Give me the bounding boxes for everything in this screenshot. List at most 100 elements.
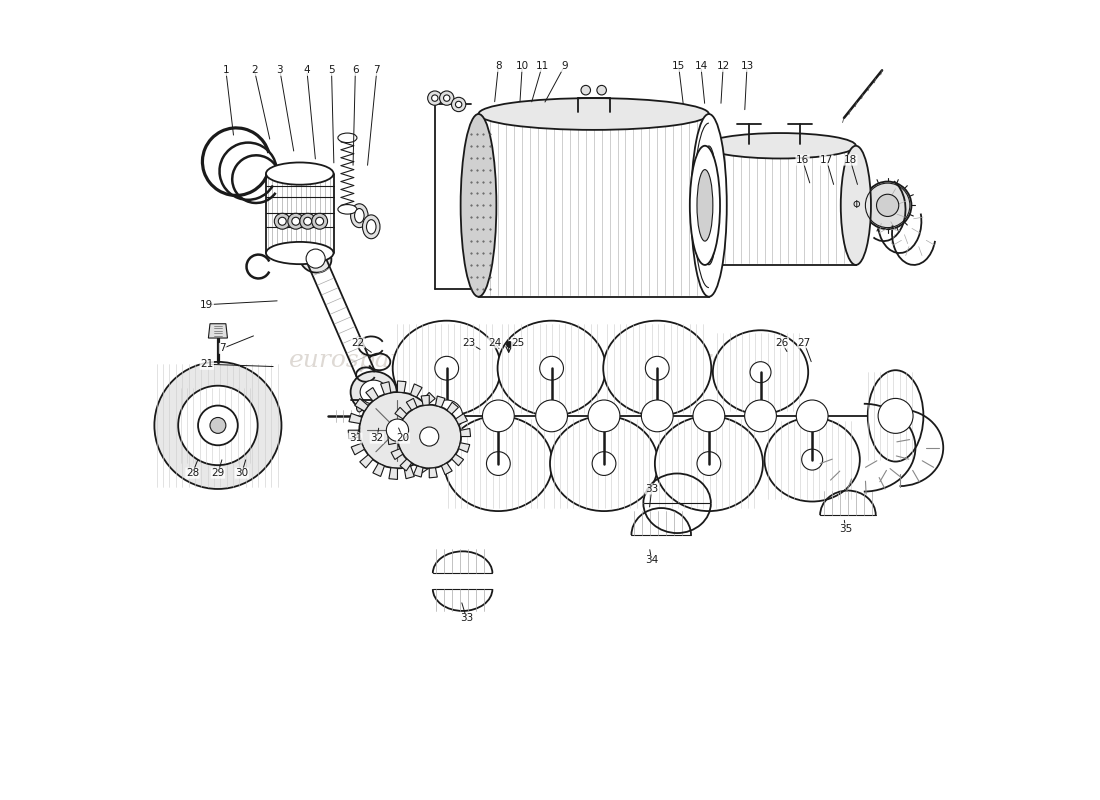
Ellipse shape <box>360 380 387 404</box>
Polygon shape <box>400 459 411 471</box>
Ellipse shape <box>654 416 763 511</box>
Circle shape <box>304 218 311 226</box>
Circle shape <box>386 419 408 442</box>
Text: 15: 15 <box>672 62 685 71</box>
Circle shape <box>198 406 238 446</box>
Ellipse shape <box>691 114 727 297</box>
Circle shape <box>154 362 282 489</box>
Polygon shape <box>392 449 403 459</box>
Circle shape <box>306 249 326 268</box>
Text: 7: 7 <box>219 343 225 354</box>
Circle shape <box>278 218 286 226</box>
Ellipse shape <box>393 321 500 416</box>
Text: 30: 30 <box>235 468 249 478</box>
Ellipse shape <box>354 209 364 223</box>
Text: 34: 34 <box>645 555 658 566</box>
Ellipse shape <box>701 146 717 265</box>
Circle shape <box>451 98 465 112</box>
Circle shape <box>428 91 442 106</box>
Text: 33: 33 <box>645 484 658 494</box>
Text: 29: 29 <box>211 468 224 478</box>
Text: 24: 24 <box>487 338 500 348</box>
Ellipse shape <box>366 220 376 234</box>
Ellipse shape <box>840 146 871 265</box>
Polygon shape <box>705 146 856 265</box>
Circle shape <box>370 390 381 402</box>
Ellipse shape <box>266 162 333 185</box>
Ellipse shape <box>764 418 860 502</box>
Polygon shape <box>414 466 424 477</box>
Polygon shape <box>389 468 397 479</box>
Polygon shape <box>351 443 364 455</box>
Text: 31: 31 <box>349 433 362 443</box>
Circle shape <box>443 95 450 102</box>
Polygon shape <box>349 414 362 423</box>
Circle shape <box>300 214 316 229</box>
Ellipse shape <box>351 204 369 228</box>
Ellipse shape <box>266 242 333 264</box>
Ellipse shape <box>444 416 552 511</box>
Polygon shape <box>434 422 447 430</box>
Polygon shape <box>461 429 471 437</box>
Circle shape <box>588 400 620 432</box>
Text: 28: 28 <box>186 468 199 478</box>
Circle shape <box>486 452 510 475</box>
Polygon shape <box>452 454 463 466</box>
Text: 1: 1 <box>222 66 229 75</box>
Text: 21: 21 <box>200 359 213 370</box>
Text: 19: 19 <box>200 300 213 310</box>
Polygon shape <box>381 382 390 394</box>
Text: 7: 7 <box>374 66 381 75</box>
Ellipse shape <box>550 416 658 511</box>
Text: 2: 2 <box>251 66 257 75</box>
Circle shape <box>288 214 304 229</box>
Text: 18: 18 <box>844 155 857 165</box>
Ellipse shape <box>690 146 721 265</box>
Polygon shape <box>430 406 443 417</box>
Text: 35: 35 <box>839 524 853 534</box>
Text: 11: 11 <box>536 62 549 71</box>
Circle shape <box>693 400 725 432</box>
Circle shape <box>483 400 515 432</box>
Polygon shape <box>459 442 470 452</box>
Polygon shape <box>422 393 436 406</box>
Text: 8: 8 <box>495 62 502 71</box>
Text: 12: 12 <box>716 62 729 71</box>
Circle shape <box>641 400 673 432</box>
Circle shape <box>420 427 439 446</box>
Circle shape <box>440 91 454 106</box>
Circle shape <box>796 400 828 432</box>
Text: 13: 13 <box>740 62 754 71</box>
Circle shape <box>646 356 669 380</box>
Text: 32: 32 <box>371 433 384 443</box>
Ellipse shape <box>338 205 358 214</box>
Text: 9: 9 <box>561 62 568 71</box>
Text: 17: 17 <box>820 155 833 165</box>
Ellipse shape <box>338 133 358 142</box>
Text: Φ: Φ <box>852 200 860 210</box>
Ellipse shape <box>363 215 379 238</box>
Text: 26: 26 <box>776 338 789 348</box>
Text: 5: 5 <box>328 66 334 75</box>
Ellipse shape <box>697 170 713 241</box>
Circle shape <box>536 400 568 432</box>
Text: 16: 16 <box>796 155 810 165</box>
Polygon shape <box>395 407 407 419</box>
Polygon shape <box>429 468 438 478</box>
Circle shape <box>292 218 300 226</box>
Circle shape <box>274 214 290 229</box>
Circle shape <box>455 102 462 108</box>
Polygon shape <box>417 459 429 473</box>
Polygon shape <box>366 387 378 401</box>
Text: 4: 4 <box>304 66 310 75</box>
Text: 25: 25 <box>512 338 525 348</box>
Text: 23: 23 <box>462 338 475 348</box>
Polygon shape <box>441 463 452 474</box>
Ellipse shape <box>497 321 606 416</box>
Ellipse shape <box>385 404 390 412</box>
Polygon shape <box>349 430 360 438</box>
Text: 20: 20 <box>396 433 409 443</box>
Text: 33: 33 <box>460 614 473 623</box>
Ellipse shape <box>300 245 331 273</box>
Ellipse shape <box>461 114 496 297</box>
